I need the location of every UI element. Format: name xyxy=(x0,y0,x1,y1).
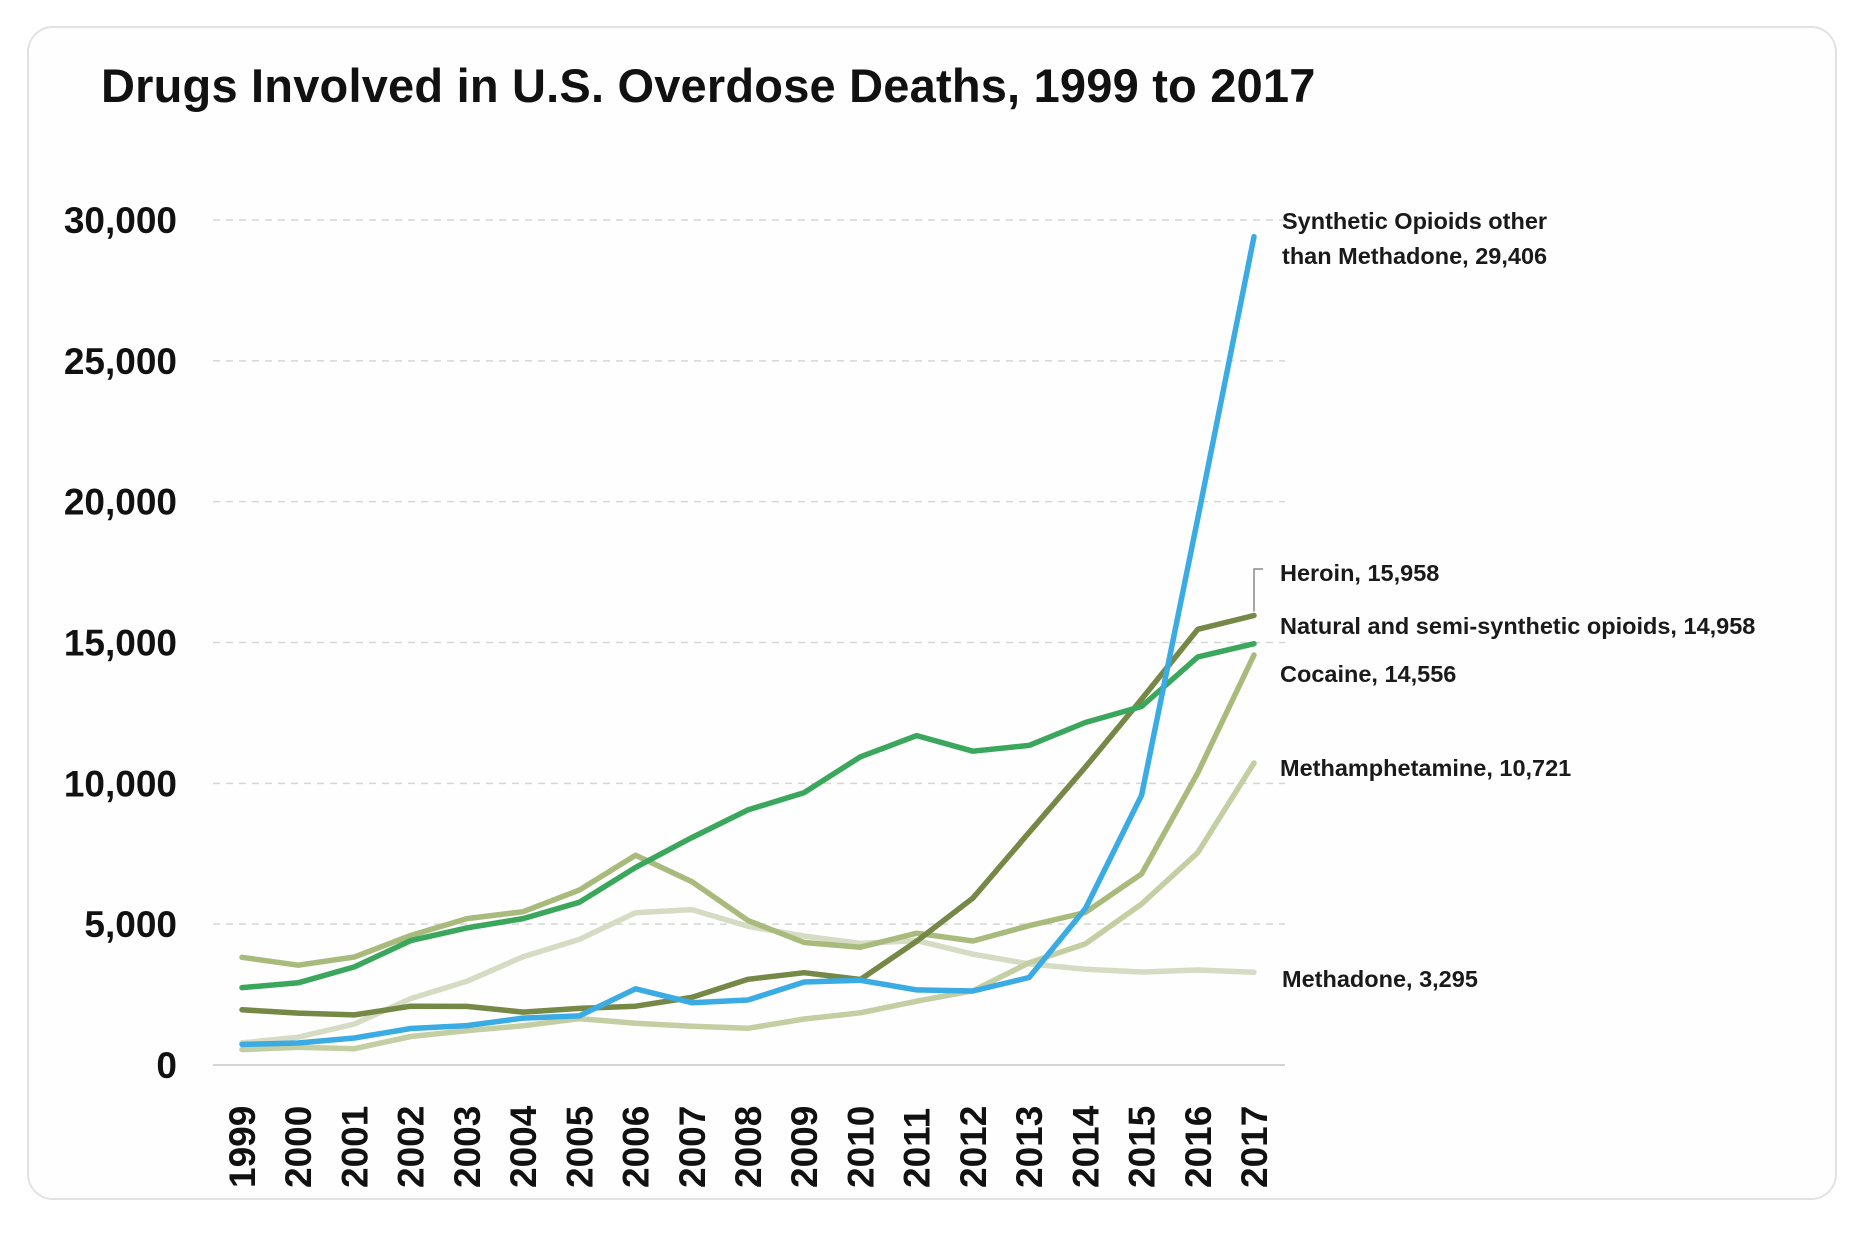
series-label-heroin: Heroin, 15,958 xyxy=(1280,560,1439,586)
series-label-methamphetamine: Methamphetamine, 10,721 xyxy=(1280,755,1571,781)
y-tick-label: 30,000 xyxy=(64,200,177,241)
x-tick-label: 2011 xyxy=(897,1108,938,1188)
series-label-synthetic-opioids-other-than-methadone: than Methadone, 29,406 xyxy=(1282,243,1547,269)
x-tick-label: 2005 xyxy=(559,1106,600,1188)
x-tick-label: 2017 xyxy=(1234,1106,1275,1188)
x-axis: 1999 2000 2001 2002 2003 2004 2005 2006 2007 2008… xyxy=(222,1105,1275,1188)
x-tick-label: 2013 xyxy=(1009,1106,1050,1188)
series-line-heroin xyxy=(239,612,1257,1018)
heroin-leader-line xyxy=(1253,568,1263,612)
series-line-methadone xyxy=(239,906,1257,1046)
y-axis: 0 5,000 10,000 15,000 20,000 25,000 30,000 xyxy=(64,200,177,1086)
x-tick-label: 2010 xyxy=(840,1106,881,1188)
series-label-cocaine: Cocaine, 14,556 xyxy=(1280,661,1456,687)
y-tick-label: 25,000 xyxy=(64,341,177,382)
y-tick-label: 15,000 xyxy=(64,623,177,664)
series-lines xyxy=(239,233,1257,1053)
series-label-natural-and-semi-synthetic-opioids: Natural and semi-synthetic opioids, 14,9… xyxy=(1280,613,1755,639)
x-tick-label: 2014 xyxy=(1065,1105,1106,1188)
y-tick-label: 0 xyxy=(156,1045,177,1086)
chart-card xyxy=(27,26,1837,1200)
series-line-synthetic-opioids-other-than-methadone xyxy=(239,233,1257,1048)
gridlines xyxy=(213,219,1285,1066)
x-tick-label: 2003 xyxy=(447,1106,488,1188)
series-label-methadone: Methadone, 3,295 xyxy=(1282,966,1478,992)
x-tick-label: 2002 xyxy=(391,1106,432,1188)
x-tick-label: 2016 xyxy=(1178,1106,1219,1188)
x-tick-label: 2009 xyxy=(784,1106,825,1188)
x-tick-label: 2007 xyxy=(672,1106,713,1188)
series-label-synthetic-opioids-other-than-methadone: Synthetic Opioids other xyxy=(1282,208,1547,234)
chart-title: Drugs Involved in U.S. Overdose Deaths, … xyxy=(101,59,1316,112)
x-tick-label: 1999 xyxy=(222,1106,263,1188)
y-tick-label: 5,000 xyxy=(84,904,177,945)
x-tick-label: 2015 xyxy=(1122,1106,1163,1188)
x-tick-label: 2001 xyxy=(334,1106,375,1188)
x-tick-label: 2012 xyxy=(953,1106,994,1188)
x-tick-label: 2000 xyxy=(278,1106,319,1188)
y-tick-label: 10,000 xyxy=(64,763,177,804)
series-line-methamphetamine xyxy=(239,760,1257,1053)
x-tick-label: 2008 xyxy=(728,1106,769,1188)
y-tick-label: 20,000 xyxy=(64,482,177,523)
x-tick-label: 2006 xyxy=(616,1106,657,1188)
series-line-natural-and-semi-synthetic-opioids xyxy=(239,640,1257,991)
x-tick-label: 2004 xyxy=(503,1105,544,1188)
series-labels: Methadone, 3,295 Methamphetamine, 10,721 C… xyxy=(1253,208,1755,992)
